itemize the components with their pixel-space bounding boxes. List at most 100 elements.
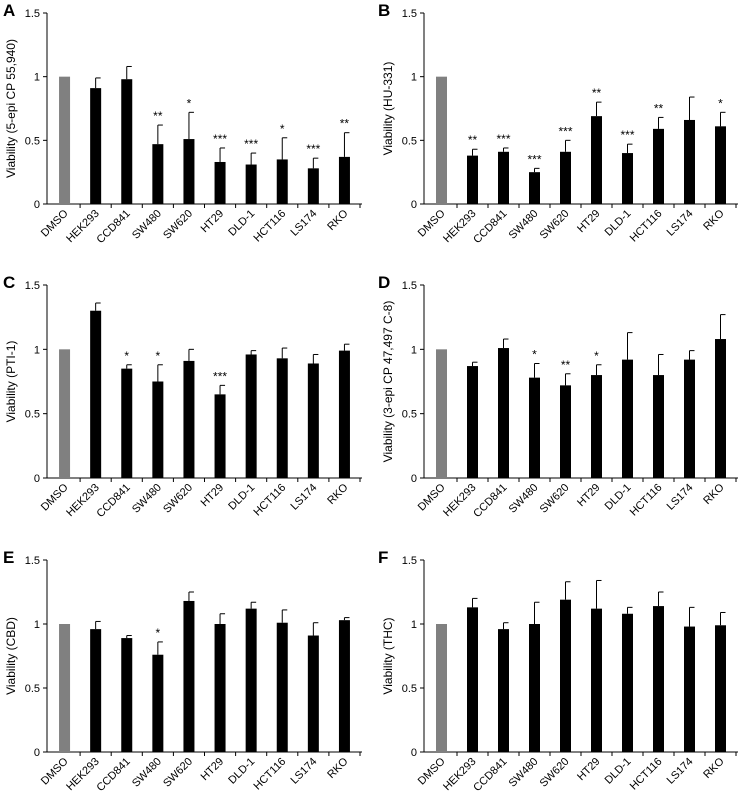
bar-dmso — [436, 624, 447, 752]
bar-sw480 — [529, 172, 540, 204]
y-axis-title: Viability (CBD) — [4, 617, 18, 695]
category-label: CCD841 — [95, 756, 133, 793]
bar-dld-1 — [622, 613, 633, 752]
category-label: SW620 — [161, 208, 195, 242]
category-label: LS174 — [665, 756, 696, 787]
bar-dmso — [436, 76, 447, 204]
bar-hct116 — [276, 622, 288, 752]
bar-hek293 — [90, 629, 102, 752]
panel-label: D — [378, 273, 390, 292]
bar-ccd841 — [498, 629, 509, 752]
bar-hek293 — [467, 366, 478, 478]
panel-label: C — [3, 273, 15, 292]
significance-label: * — [280, 122, 285, 136]
bar-rko — [715, 339, 726, 478]
panel-label: E — [3, 548, 14, 567]
bar-sw480 — [529, 377, 540, 478]
category-label: HT29 — [199, 756, 227, 784]
y-tick-label: 1 — [34, 619, 40, 631]
y-tick-label: 0 — [411, 199, 417, 211]
significance-label: ** — [561, 358, 571, 372]
category-label: SW480 — [507, 756, 541, 790]
bar-hek293 — [467, 155, 478, 204]
category-label: HCT116 — [251, 482, 288, 519]
category-label: HT29 — [575, 208, 603, 236]
bar-rko — [715, 625, 726, 752]
significance-label: * — [124, 349, 129, 363]
significance-label: * — [532, 347, 537, 361]
y-tick-label: 1 — [411, 72, 417, 84]
y-tick-label: 1.5 — [25, 555, 40, 567]
bar-rko — [338, 620, 350, 752]
y-tick-label: 0 — [34, 199, 40, 211]
y-tick-label: 1 — [34, 344, 40, 356]
y-tick-label: 1.5 — [402, 280, 417, 292]
category-label: SW480 — [507, 482, 541, 516]
y-tick-label: 1.5 — [25, 280, 40, 292]
bar-ls174 — [684, 626, 695, 752]
y-tick-label: 1.5 — [402, 8, 417, 20]
bar-ls174 — [684, 359, 695, 478]
bar-sw620 — [560, 385, 571, 478]
bar-dld-1 — [245, 354, 257, 478]
significance-label: * — [187, 96, 192, 110]
y-tick-label: 0.5 — [402, 683, 417, 695]
category-label: HCT116 — [628, 208, 665, 245]
significance-label: *** — [213, 132, 227, 146]
category-label: LS174 — [665, 482, 696, 513]
y-tick-label: 0 — [411, 473, 417, 485]
category-label: RKO — [325, 755, 351, 781]
significance-label: ** — [153, 109, 163, 123]
bar-ht29 — [214, 161, 226, 204]
panel-d: D 0 0.5 1 1.5 Viability (3-epi CP 47,497 C-8)… — [378, 273, 738, 520]
category-label: LS174 — [665, 208, 696, 239]
significance-label: *** — [213, 369, 227, 383]
bar-sw480 — [529, 624, 540, 752]
bar-ht29 — [591, 116, 602, 204]
bar-sw480 — [152, 654, 164, 752]
bar-ls174 — [307, 168, 319, 204]
category-label: SW620 — [538, 756, 572, 790]
category-label: HT29 — [199, 208, 227, 236]
bar-ccd841 — [121, 638, 133, 752]
category-label: RKO — [325, 481, 351, 507]
bar-sw620 — [183, 600, 195, 752]
bar-ccd841 — [498, 348, 509, 478]
y-axis-title: Viability (PTI-1) — [4, 341, 18, 423]
bar-sw620 — [560, 151, 571, 204]
bar-hct116 — [276, 358, 288, 478]
category-label: CCD841 — [471, 208, 509, 246]
bar-sw480 — [152, 144, 164, 204]
significance-label: * — [594, 349, 599, 363]
bar-ht29 — [214, 394, 226, 478]
bar-dmso — [59, 624, 71, 752]
y-tick-label: 0.5 — [25, 683, 40, 695]
y-tick-label: 0 — [411, 747, 417, 759]
bar-ccd841 — [121, 368, 133, 478]
category-label: LS174 — [288, 482, 319, 513]
category-label: CCD841 — [95, 208, 133, 246]
y-tick-label: 0.5 — [402, 409, 417, 421]
y-tick-label: 1 — [411, 619, 417, 631]
y-axis-title: Viability (THC) — [381, 617, 395, 694]
category-label: HCT116 — [251, 756, 288, 793]
bar-rko — [715, 126, 726, 204]
category-label: RKO — [701, 481, 727, 507]
bar-rko — [338, 350, 350, 478]
bar-ls174 — [307, 635, 319, 752]
bar-hct116 — [653, 375, 664, 478]
significance-label: *** — [244, 137, 258, 151]
significance-label: * — [156, 349, 161, 363]
category-label: SW480 — [130, 208, 164, 242]
category-label: RKO — [701, 207, 727, 233]
category-label: LS174 — [288, 756, 319, 787]
bar-ht29 — [214, 624, 226, 752]
significance-label: ** — [592, 86, 602, 100]
bar-hct116 — [653, 606, 664, 752]
significance-label: ** — [468, 133, 478, 147]
y-axis-title: Viability (5-epi CP 55,940) — [4, 39, 18, 178]
category-label: RKO — [325, 207, 351, 233]
